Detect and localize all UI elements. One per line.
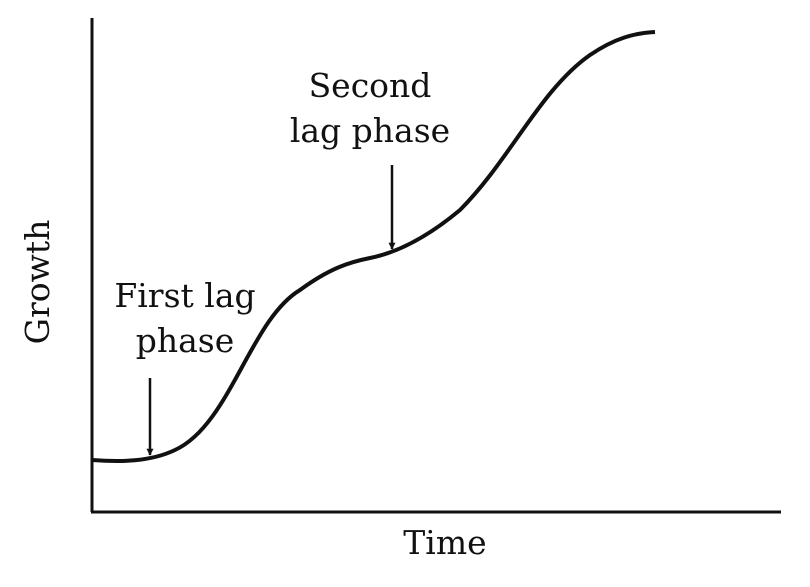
annotation: phase — [136, 321, 235, 360]
growth-curve — [91, 30, 656, 463]
x-axis-label: Time — [403, 523, 486, 562]
annotation: First lag — [114, 276, 255, 315]
annotation: Second — [309, 66, 432, 105]
annotation: lag phase — [290, 111, 450, 150]
y-axis-label: Growth — [18, 220, 57, 345]
